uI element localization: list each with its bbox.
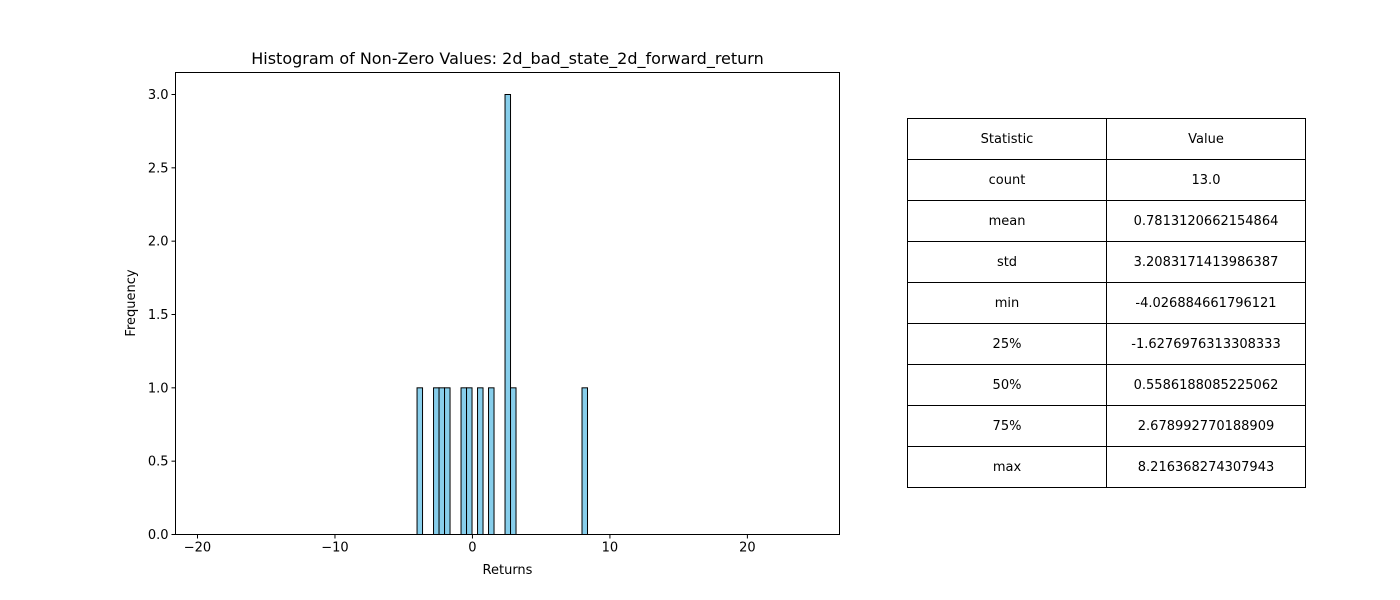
statistic-cell: 25% — [907, 323, 1107, 365]
header-value: Value — [1106, 118, 1306, 160]
histogram-bar — [444, 387, 451, 536]
histogram-bar — [466, 387, 473, 536]
header-statistic: Statistic — [907, 118, 1107, 160]
y-tick-label: 3.0 — [148, 88, 169, 103]
x-axis-label: Returns — [483, 563, 533, 578]
histogram-bar — [581, 387, 589, 536]
y-tick-label: 1.5 — [148, 308, 169, 323]
x-tick-label: −20 — [184, 541, 211, 556]
value-cell: 0.7813120662154864 — [1106, 200, 1306, 242]
statistic-cell: std — [907, 241, 1107, 283]
histogram-bar — [438, 387, 446, 536]
x-tick-label: 10 — [602, 541, 619, 556]
histogram-bar — [488, 387, 495, 536]
value-cell: 0.5586188085225062 — [1106, 364, 1306, 406]
y-tick-label: 0.0 — [148, 528, 169, 543]
x-tick-label: −10 — [321, 541, 348, 556]
value-cell: 2.678992770188909 — [1106, 405, 1306, 447]
value-cell: 3.2083171413986387 — [1106, 241, 1306, 283]
y-axis-ticks: 0.0 0.5 1.0 1.5 2.0 2.5 3.0 — [148, 88, 176, 543]
x-tick-label: 20 — [739, 541, 756, 556]
histogram-bar — [477, 387, 484, 536]
statistics-table: Statistic Value count 13.0 mean 0.781312… — [907, 118, 1306, 488]
histogram-bar — [460, 387, 468, 536]
value-cell: 8.216368274307943 — [1106, 446, 1306, 488]
table-header-row: Statistic Value — [907, 118, 1306, 160]
statistic-cell: 75% — [907, 405, 1107, 447]
table-row: std 3.2083171413986387 — [907, 241, 1306, 283]
table-row: max 8.216368274307943 — [907, 446, 1306, 488]
histogram-bar — [510, 387, 517, 536]
table-row: 50% 0.5586188085225062 — [907, 364, 1306, 406]
y-tick-label: 2.0 — [148, 235, 169, 250]
statistic-cell: min — [907, 282, 1107, 324]
histogram-bar — [504, 94, 512, 535]
statistic-cell: count — [907, 159, 1107, 201]
x-tick-label: 0 — [468, 541, 476, 556]
statistic-cell: mean — [907, 200, 1107, 242]
histogram-bar — [433, 387, 440, 536]
statistic-cell: max — [907, 446, 1107, 488]
y-tick-label: 0.5 — [148, 455, 169, 470]
x-axis-ticks: −20 −10 0 10 20 — [184, 534, 756, 556]
table-row: 25% -1.6276976313308333 — [907, 323, 1306, 365]
plot-frame — [175, 72, 840, 535]
histogram-bar — [416, 387, 424, 536]
chart-title: Histogram of Non-Zero Values: 2d_bad_sta… — [251, 49, 764, 69]
table-row: 75% 2.678992770188909 — [907, 405, 1306, 447]
statistic-cell: 50% — [907, 364, 1107, 406]
table-row: min -4.026884661796121 — [907, 282, 1306, 324]
value-cell: -1.6276976313308333 — [1106, 323, 1306, 365]
table-row: mean 0.7813120662154864 — [907, 200, 1306, 242]
histogram-bars — [416, 94, 589, 536]
table-row: count 13.0 — [907, 159, 1306, 201]
y-tick-label: 2.5 — [148, 161, 169, 176]
y-axis-label: Frequency — [124, 269, 139, 336]
y-tick-label: 1.0 — [148, 381, 169, 396]
value-cell: -4.026884661796121 — [1106, 282, 1306, 324]
value-cell: 13.0 — [1106, 159, 1306, 201]
